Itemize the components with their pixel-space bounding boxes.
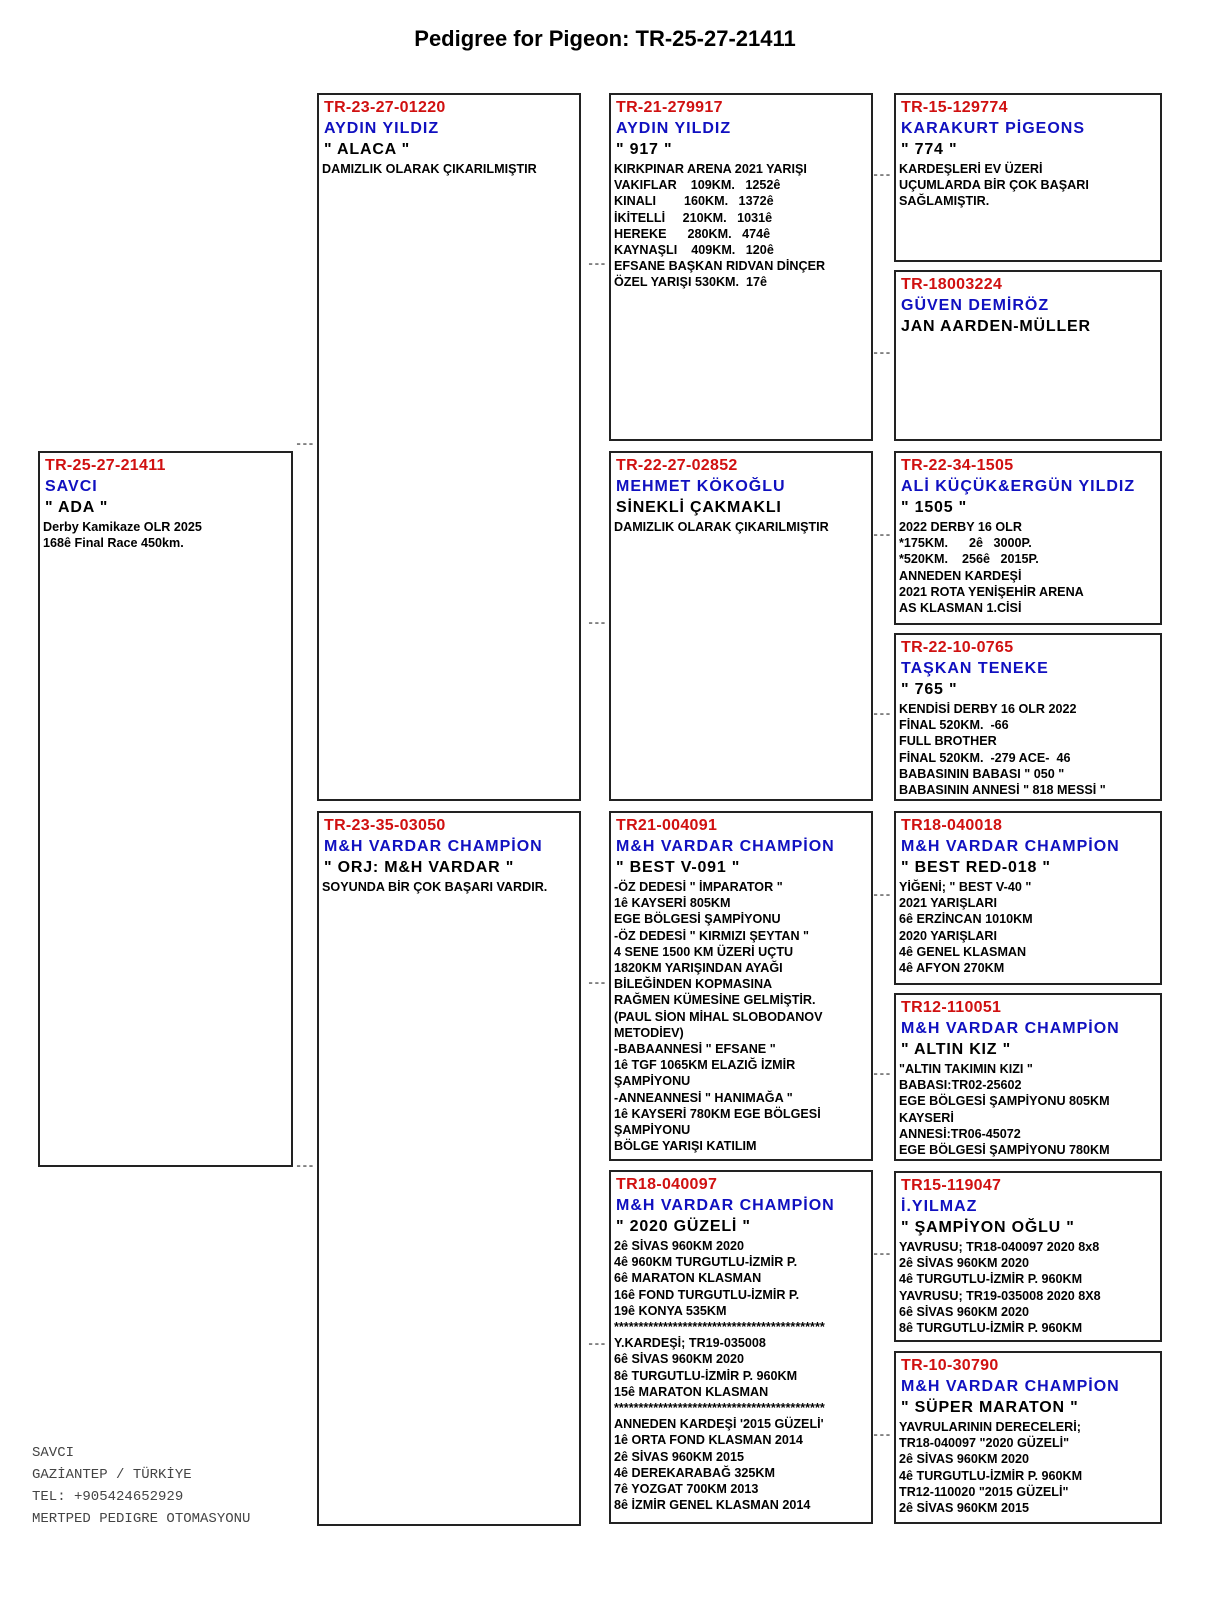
ring-number: TR18-040018 xyxy=(901,817,1003,834)
pigeon-card-dd-dam: TR-10-30790 M&H VARDAR CHAMPİON " SÜPER MA… xyxy=(894,1351,1162,1524)
ring-number: TR-23-27-01220 xyxy=(324,99,446,116)
pigeon-details: KIRKPINAR ARENA 2021 YARIŞI VAKIFLAR 109… xyxy=(614,162,826,290)
pigeon-details: KENDİSİ DERBY 16 OLR 2022 FİNAL 520KM. -… xyxy=(899,702,1106,798)
footer-software: MERTPED PEDIGRE OTOMASYONU xyxy=(32,1511,251,1527)
pigeon-card-subject: TR-25-27-21411 SAVCI " ADA " Derby Kamikaze… xyxy=(38,451,293,1167)
owner-name: AYDIN YILDIZ xyxy=(324,120,440,137)
pigeon-name: " ALACA " xyxy=(324,141,411,158)
owner-name: ALİ KÜÇÜK&ERGÜN YILDIZ xyxy=(901,478,1136,495)
ring-number: TR-22-10-0765 xyxy=(901,639,1014,656)
pigeon-card-ss-sire: TR-15-129774 KARAKURT PİGEONS " 774 " KARDE… xyxy=(894,93,1162,262)
owner-name: M&H VARDAR CHAMPİON xyxy=(901,1378,1120,1395)
connector-line: --- xyxy=(872,345,892,360)
owner-name: GÜVEN DEMİRÖZ xyxy=(901,297,1050,314)
pigeon-name: " ORJ: M&H VARDAR " xyxy=(324,859,515,876)
connector-line: --- xyxy=(872,528,892,542)
connector-line: --- xyxy=(587,976,607,990)
breeder-footer: SAVCI GAZİANTEP / TÜRKİYE TEL: +9054246529… xyxy=(32,1442,250,1530)
pigeon-name: SİNEKLİ ÇAKMAKLI xyxy=(616,499,782,516)
pigeon-name: " 917 " xyxy=(616,141,673,158)
ring-number: TR21-004091 xyxy=(616,817,718,834)
pigeon-card-sd-sire: TR-22-34-1505 ALİ KÜÇÜK&ERGÜN YILDIZ " 150… xyxy=(894,451,1162,625)
pigeon-name: " 774 " xyxy=(901,141,958,158)
ring-number: TR-18003224 xyxy=(901,276,1003,293)
pigeon-name: " ŞAMPİYON OĞLU " xyxy=(901,1219,1075,1236)
pigeon-name: " 2020 GÜZELİ " xyxy=(616,1218,751,1235)
pigeon-card-sire-sire: TR-21-279917 AYDIN YILDIZ " 917 " KIRKPINAR… xyxy=(609,93,873,441)
connector-line: --- xyxy=(587,616,607,630)
pigeon-name: " 765 " xyxy=(901,681,958,698)
pigeon-details: Derby Kamikaze OLR 2025 168ê Final Race … xyxy=(43,520,202,551)
pigeon-details: YİĞENİ; " BEST V-40 " 2021 YARIŞLARI 6ê … xyxy=(899,880,1033,976)
pigeon-card-ds-sire: TR18-040018 M&H VARDAR CHAMPİON " BEST RED… xyxy=(894,811,1162,985)
owner-name: M&H VARDAR CHAMPİON xyxy=(616,1197,835,1214)
pigeon-name: " 1505 " xyxy=(901,499,968,516)
ring-number: TR18-040097 xyxy=(616,1176,718,1193)
pigeon-details: DAMIZLIK OLARAK ÇIKARILMIŞTIR xyxy=(614,520,829,534)
ring-number: TR12-110051 xyxy=(901,999,1002,1016)
pigeon-name: " SÜPER MARATON " xyxy=(901,1399,1079,1416)
page-title: Pedigree for Pigeon: TR-25-27-21411 xyxy=(414,26,796,51)
pigeon-card-dam: TR-23-35-03050 M&H VARDAR CHAMPİON " ORJ: … xyxy=(317,811,581,1526)
pigeon-name: " BEST V-091 " xyxy=(616,859,741,876)
pigeon-details: 2022 DERBY 16 OLR *175KM. 2ê 3000P. *520… xyxy=(899,520,1084,616)
connector-line: --- xyxy=(295,437,315,451)
pigeon-details: "ALTIN TAKIMIN KIZI " BABASI:TR02-25602 … xyxy=(899,1062,1110,1158)
connector-line: --- xyxy=(587,1337,607,1351)
pigeon-card-sire: TR-23-27-01220 AYDIN YILDIZ " ALACA " DAMIZ… xyxy=(317,93,581,801)
pigeon-name: " ADA " xyxy=(45,499,109,516)
pigeon-card-ss-dam: TR-18003224 GÜVEN DEMİRÖZ JAN AARDEN-MÜLLE… xyxy=(894,270,1162,441)
pigeon-card-ds-dam: TR12-110051 M&H VARDAR CHAMPİON " ALTIN KI… xyxy=(894,993,1162,1161)
ring-number: TR-21-279917 xyxy=(616,99,723,116)
footer-location: GAZİANTEP / TÜRKİYE xyxy=(32,1467,192,1483)
pigeon-details: DAMIZLIK OLARAK ÇIKARILMIŞTIR xyxy=(322,162,537,176)
ring-number: TR-22-34-1505 xyxy=(901,457,1014,474)
connector-line: --- xyxy=(295,1158,315,1173)
footer-phone: TEL: +905424652929 xyxy=(32,1489,184,1505)
pigeon-details: -ÖZ DEDESİ " İMPARATOR " 1ê KAYSERİ 805K… xyxy=(614,880,823,1154)
owner-name: M&H VARDAR CHAMPİON xyxy=(616,838,835,855)
owner-name: SAVCI xyxy=(45,478,98,495)
connector-line: --- xyxy=(587,257,607,271)
owner-name: M&H VARDAR CHAMPİON xyxy=(901,838,1120,855)
connector-line: --- xyxy=(872,888,892,902)
owner-name: KARAKURT PİGEONS xyxy=(901,120,1086,137)
ring-number: TR-23-35-03050 xyxy=(324,817,446,834)
footer-name: SAVCI xyxy=(32,1445,75,1461)
connector-line: --- xyxy=(872,1067,892,1081)
ring-number: TR15-119047 xyxy=(901,1177,1002,1194)
ring-number: TR-25-27-21411 xyxy=(45,457,166,474)
pigeon-details: YAVRUSU; TR18-040097 2020 8x8 2ê SİVAS 9… xyxy=(899,1240,1101,1336)
ring-number: TR-10-30790 xyxy=(901,1357,999,1374)
pigeon-name: " ALTIN KIZ " xyxy=(901,1041,1012,1058)
owner-name: MEHMET KÖKOĞLU xyxy=(616,478,786,495)
pigeon-card-dam-dam: TR18-040097 M&H VARDAR CHAMPİON " 2020 GÜZ… xyxy=(609,1170,873,1524)
connector-line: --- xyxy=(872,167,892,182)
connector-line: --- xyxy=(872,1246,892,1261)
pigeon-details: 2ê SİVAS 960KM 2020 4ê 960KM TURGUTLU-İZ… xyxy=(614,1239,825,1513)
pigeon-card-sire-dam: TR-22-27-02852 MEHMET KÖKOĞLU SİNEKLİ ÇAKM… xyxy=(609,451,873,801)
ring-number: TR-22-27-02852 xyxy=(616,457,738,474)
pigeon-card-dd-sire: TR15-119047 İ.YILMAZ " ŞAMPİYON OĞLU " YAVR… xyxy=(894,1171,1162,1342)
connector-line: --- xyxy=(872,1427,892,1442)
owner-name: M&H VARDAR CHAMPİON xyxy=(324,838,543,855)
owner-name: TAŞKAN TENEKE xyxy=(901,660,1049,677)
pigeon-card-sd-dam: TR-22-10-0765 TAŞKAN TENEKE " 765 " KENDİSİ… xyxy=(894,633,1162,801)
pigeon-name: JAN AARDEN-MÜLLER xyxy=(901,318,1091,335)
owner-name: İ.YILMAZ xyxy=(901,1198,978,1215)
owner-name: AYDIN YILDIZ xyxy=(616,120,732,137)
pigeon-details: SOYUNDA BİR ÇOK BAŞARI VARDIR. xyxy=(322,880,548,894)
pigeon-card-dam-sire: TR21-004091 M&H VARDAR CHAMPİON " BEST V-0… xyxy=(609,811,873,1161)
connector-line: --- xyxy=(872,707,892,721)
pigeon-details: KARDEŞLERİ EV ÜZERİ UÇUMLARDA BİR ÇOK BA… xyxy=(899,162,1089,209)
ring-number: TR-15-129774 xyxy=(901,99,1008,116)
owner-name: M&H VARDAR CHAMPİON xyxy=(901,1020,1120,1037)
pigeon-details: YAVRULARININ DERECELERİ; TR18-040097 "20… xyxy=(899,1420,1083,1516)
pigeon-name: " BEST RED-018 " xyxy=(901,859,1051,876)
